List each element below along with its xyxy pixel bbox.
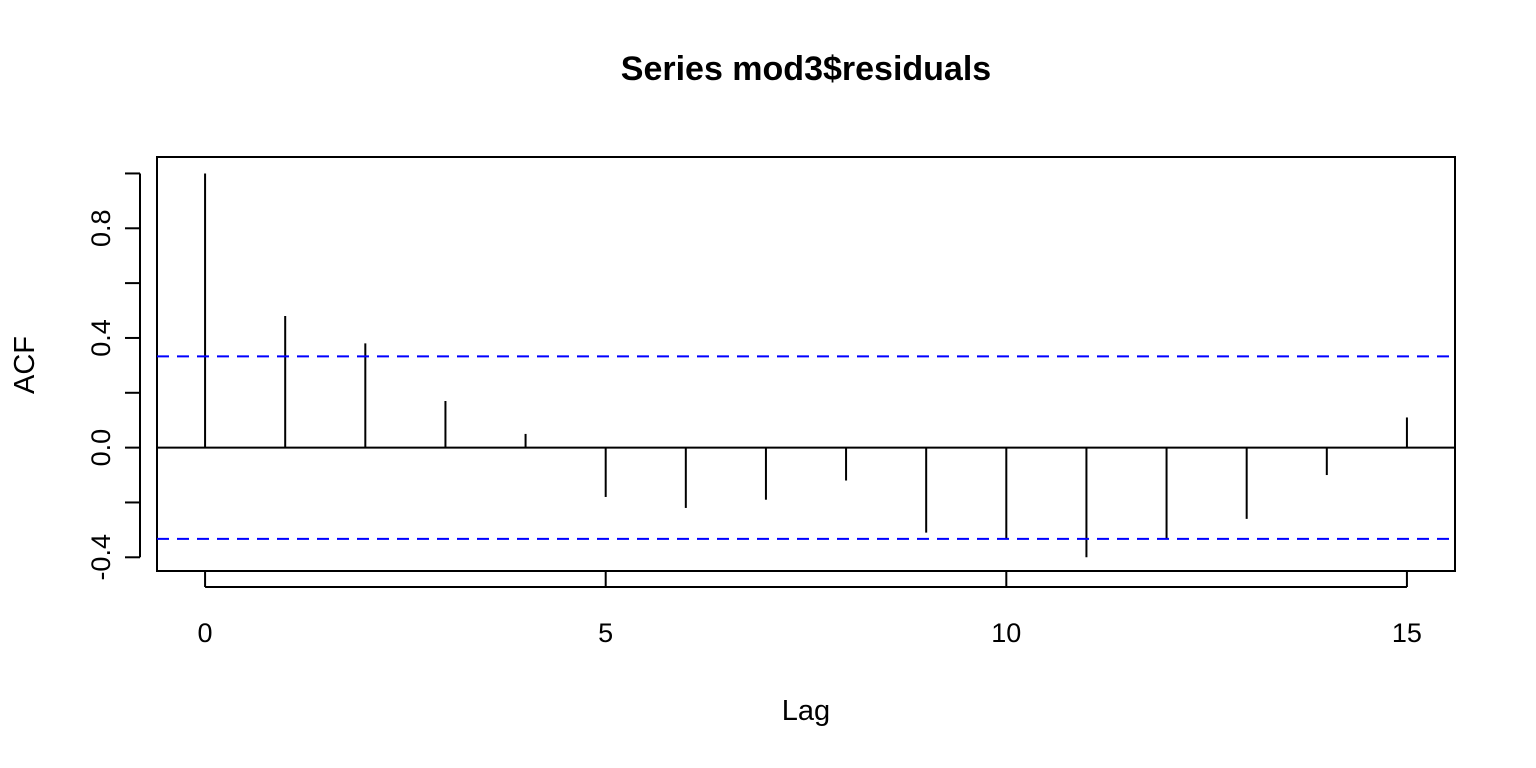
x-tick-label: 0 [198, 618, 213, 648]
y-tick-label: 0.4 [86, 319, 116, 357]
y-tick-label: -0.4 [86, 534, 116, 581]
y-tick-label: 0.0 [86, 429, 116, 467]
chart-title: Series mod3$residuals [621, 50, 991, 88]
x-tick-label: 15 [1392, 618, 1422, 648]
x-axis: 0 5 10 15 [198, 571, 1422, 648]
reference-lines [157, 355, 1455, 540]
y-axis-label: ACF [9, 336, 41, 394]
x-tick-label: 10 [991, 618, 1021, 648]
plot-frame [156, 156, 1456, 572]
x-axis-label: Lag [782, 695, 830, 727]
y-axis: -0.4 0.0 0.4 0.8 [86, 172, 141, 581]
y-tick-label: 0.8 [86, 210, 116, 248]
x-tick-label: 5 [598, 618, 613, 648]
acf-bars [204, 173, 1408, 558]
